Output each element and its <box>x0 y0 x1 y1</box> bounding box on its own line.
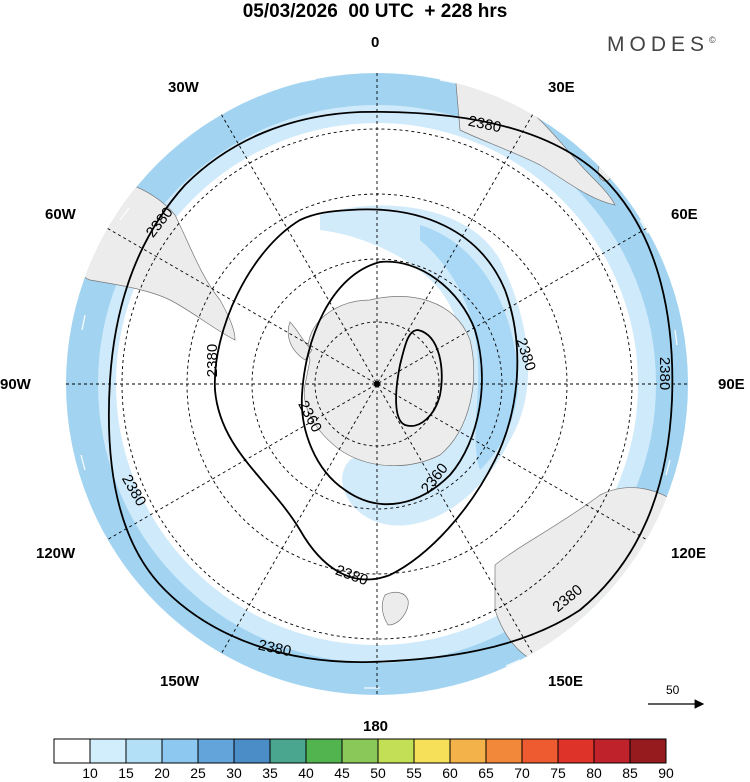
new-zealand-landmass <box>381 591 409 626</box>
map-title: 05/03/2026 00 UTC + 228 hrs <box>242 1 508 22</box>
meridian-lines <box>66 73 688 695</box>
madagascar-landmass <box>597 159 613 182</box>
colorbar-tick-label: 35 <box>262 765 278 781</box>
polar-jet-core <box>420 225 519 470</box>
modes-logo: MODES© <box>607 33 716 57</box>
contour-2380-inner <box>214 208 519 581</box>
colorbar-tick-label: 55 <box>406 765 422 781</box>
lon-label-60w: 60W <box>45 206 76 223</box>
contour-lines <box>107 110 674 663</box>
colorbar-tick-label: 65 <box>478 765 494 781</box>
colorbar-tick-label: 10 <box>82 765 98 781</box>
contour-2380-outer <box>107 110 674 663</box>
colorbar-tick-label: 60 <box>442 765 458 781</box>
colorbar-tick-label: 75 <box>550 765 566 781</box>
brand-name: MODES <box>607 33 710 56</box>
antarctic-peninsula <box>287 321 313 361</box>
contour-2360 <box>300 260 483 506</box>
lon-label-60e: 60E <box>671 206 698 223</box>
lon-label-120e: 120E <box>671 545 707 562</box>
lon-label-150e: 150E <box>548 673 584 690</box>
antarctica-landmass <box>303 296 475 467</box>
brand-mark: © <box>709 35 716 45</box>
lon-label-120w: 120W <box>36 545 76 562</box>
wind-reference-label: 50 <box>666 683 680 697</box>
lon-label-0: 0 <box>371 34 380 51</box>
contour-2340 <box>395 329 443 427</box>
lon-label-90w: 90W <box>0 376 31 393</box>
colorbar-tick-label: 30 <box>226 765 242 781</box>
colorbar-tick-label: 80 <box>586 765 602 781</box>
colorbar-tick-label: 25 <box>190 765 206 781</box>
lon-label-150w: 150W <box>160 673 200 690</box>
lon-label-90e: 90E <box>718 376 745 393</box>
colorbar-tick-label: 45 <box>334 765 350 781</box>
colorbar-tick-label: 70 <box>514 765 530 781</box>
colorbar-tick-label: 40 <box>298 765 314 781</box>
colorbar-tick-label: 15 <box>118 765 134 781</box>
colorbar-tick-label: 50 <box>370 765 386 781</box>
lon-label-30w: 30W <box>168 79 199 96</box>
colorbar-tick-label: 20 <box>154 765 170 781</box>
colorbar-tick-label: 85 <box>622 765 638 781</box>
colorbar-tick-label: 90 <box>658 765 674 781</box>
lon-label-180: 180 <box>363 718 389 735</box>
wind-band-inner <box>98 105 656 663</box>
contour-label: 2380 <box>656 356 674 391</box>
contour-label: 2380 <box>204 343 222 378</box>
lon-label-30e: 30E <box>548 79 575 96</box>
south-pole-dot <box>374 381 380 387</box>
